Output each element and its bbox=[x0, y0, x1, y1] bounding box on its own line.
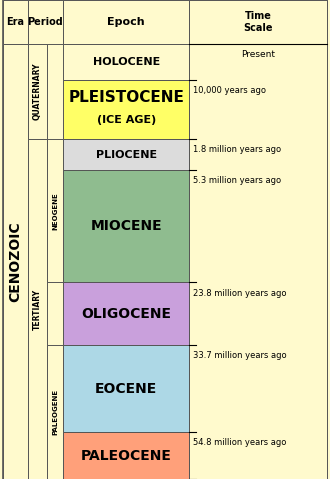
Text: TERTIARY: TERTIARY bbox=[33, 288, 42, 330]
Bar bbox=[63, 139, 189, 170]
Bar bbox=[63, 432, 189, 479]
Text: CENOZOIC: CENOZOIC bbox=[9, 221, 22, 302]
Text: 23.8 million years ago: 23.8 million years ago bbox=[193, 289, 286, 297]
Text: Era: Era bbox=[6, 17, 24, 27]
Text: Period: Period bbox=[27, 17, 63, 27]
Bar bbox=[63, 170, 189, 283]
Text: (ICE AGE): (ICE AGE) bbox=[97, 115, 156, 125]
Text: 33.7 million years ago: 33.7 million years ago bbox=[193, 351, 286, 360]
Text: PLIOCENE: PLIOCENE bbox=[96, 149, 157, 160]
Bar bbox=[47, 345, 63, 479]
Text: PLEISTOCENE: PLEISTOCENE bbox=[68, 90, 184, 105]
Text: PALEOCENE: PALEOCENE bbox=[81, 448, 172, 463]
Text: 10,000 years ago: 10,000 years ago bbox=[193, 86, 266, 95]
Text: NEOGENE: NEOGENE bbox=[52, 192, 58, 229]
Bar bbox=[63, 44, 189, 80]
Text: Present: Present bbox=[241, 50, 275, 59]
Text: 1.8 million years ago: 1.8 million years ago bbox=[193, 145, 281, 154]
Text: Time
Scale: Time Scale bbox=[243, 11, 273, 33]
Text: HOLOCENE: HOLOCENE bbox=[93, 57, 160, 67]
Text: 5.3 million years ago: 5.3 million years ago bbox=[193, 176, 281, 185]
Bar bbox=[3, 0, 28, 44]
Bar bbox=[63, 345, 189, 432]
Text: PALEOGENE: PALEOGENE bbox=[52, 389, 58, 435]
Bar bbox=[47, 139, 63, 283]
Bar bbox=[27, 0, 63, 44]
Text: 54.8 million years ago: 54.8 million years ago bbox=[193, 438, 286, 447]
Bar bbox=[63, 0, 189, 44]
Text: MIOCENE: MIOCENE bbox=[90, 219, 162, 233]
Bar bbox=[3, 44, 28, 479]
Text: Epoch: Epoch bbox=[107, 17, 145, 27]
Text: EOCENE: EOCENE bbox=[95, 382, 157, 396]
Bar bbox=[63, 283, 189, 345]
Text: QUATERNARY: QUATERNARY bbox=[33, 63, 42, 120]
Text: OLIGOCENE: OLIGOCENE bbox=[81, 307, 171, 321]
Bar bbox=[189, 0, 327, 44]
Bar bbox=[27, 139, 47, 479]
Bar bbox=[27, 44, 47, 139]
Bar bbox=[189, 44, 327, 479]
Bar bbox=[63, 80, 189, 139]
